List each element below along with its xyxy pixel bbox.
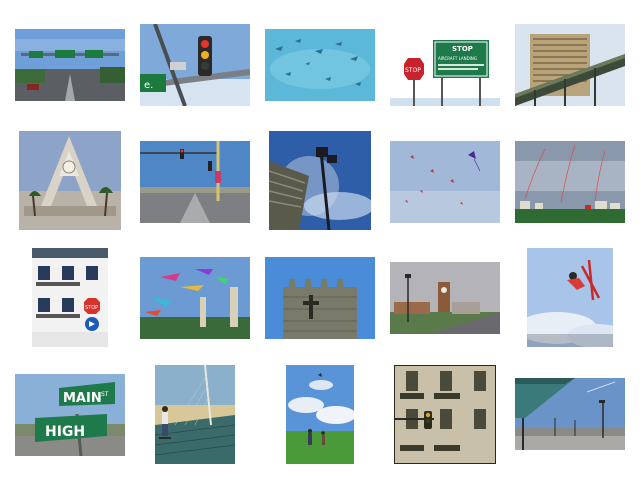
intersection-image — [140, 141, 250, 223]
building-traffic-light-image — [394, 365, 496, 464]
thumbnail-stone-church-tower[interactable] — [265, 257, 375, 339]
street-sign-main-suffix: ST — [101, 391, 109, 398]
aircraft-sign-title: STOP — [452, 45, 473, 53]
thumbnail-highway-signs[interactable] — [15, 29, 125, 101]
thumbnail-traffic-light-camera[interactable]: e. — [140, 24, 250, 106]
thumbnail-canopy-street-lamps[interactable] — [515, 378, 625, 450]
colorful-kites-image — [140, 257, 250, 339]
white-building-image: STOP — [32, 248, 108, 347]
thumbnail-tower-building-bridge[interactable] — [515, 24, 625, 106]
aircraft-sign-subtitle: AIRCRAFT LANDING — [438, 56, 477, 61]
lamp-building-sky-image — [269, 131, 371, 230]
thumbnail-white-building-stop-sign[interactable]: STOP — [32, 248, 108, 347]
thumbnail-street-lamp-building-sky[interactable] — [269, 131, 371, 230]
thumbnail-clock-tower-road[interactable] — [390, 262, 500, 334]
thumbnail-concrete-clock-monument[interactable] — [19, 131, 121, 230]
stop-aircraft-sign-image: STOP STOP AIRCRAFT LANDING — [390, 34, 500, 106]
thumbnail-skateboarder-bridge[interactable] — [155, 365, 235, 464]
stop-sign-text: STOP — [405, 67, 421, 74]
thumbnail-building-traffic-light[interactable] — [394, 365, 496, 464]
skier-jump-image — [527, 248, 613, 347]
kites-field-image — [515, 141, 625, 223]
highway-signs-image — [15, 29, 125, 101]
thumbnail-skier-jump[interactable] — [527, 248, 613, 347]
street-sign-main: MAIN — [63, 391, 102, 406]
clock-tower-road-image — [390, 262, 500, 334]
stop-sign-text-2: STOP — [85, 305, 98, 311]
skateboarder-bridge-image — [155, 365, 235, 464]
thumbnail-kites-grey-sky[interactable] — [390, 141, 500, 223]
thumbnail-kites-field-houses[interactable] — [515, 141, 625, 223]
thumbnail-intersection-traffic-lights[interactable] — [140, 141, 250, 223]
church-tower-image — [265, 257, 375, 339]
thumbnail-main-high-street-sign[interactable]: MAIN ST HIGH — [15, 374, 125, 456]
thumbnail-kites-underwater-like[interactable] — [265, 29, 375, 101]
thumbnail-people-green-field-kite[interactable] — [286, 365, 354, 464]
street-sign-image: MAIN ST HIGH — [15, 374, 125, 456]
tower-building-bridge-image — [515, 24, 625, 106]
thumbnail-stop-aircraft-sign[interactable]: STOP STOP AIRCRAFT LANDING — [390, 34, 500, 106]
concrete-monument-image — [19, 131, 121, 230]
kites-grey-sky-image — [390, 141, 500, 223]
thumbnail-colorful-kites-towers[interactable] — [140, 257, 250, 339]
traffic-light-camera-image: e. — [140, 24, 250, 106]
road-sign-letter: e. — [144, 80, 153, 91]
canopy-lamps-image — [515, 378, 625, 450]
street-sign-high: HIGH — [45, 424, 85, 440]
green-field-image — [286, 365, 354, 464]
kites-blue-sky-image — [265, 29, 375, 101]
